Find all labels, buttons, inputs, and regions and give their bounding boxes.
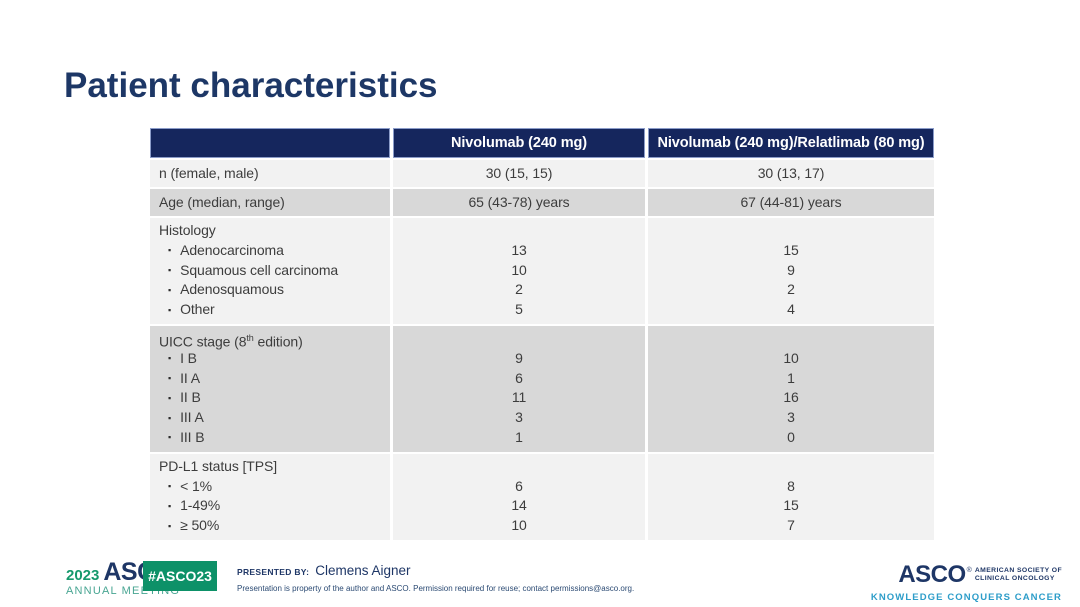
row-value-cell: 67 (44-81) years [648, 189, 934, 216]
row-label: Age (median, range) [159, 194, 285, 210]
asco-logo-text: ASCO [898, 561, 966, 588]
section-sub-label: ▪ III B [168, 428, 205, 445]
patient-characteristics-table: Nivolumab (240 mg) Nivolumab (240 mg)/Rel… [150, 128, 934, 542]
section-value-cell: 10 1 16 3 0 [648, 325, 934, 452]
spacer-line [648, 457, 934, 477]
section-value: 1 [515, 428, 523, 445]
table-header-row: Nivolumab (240 mg) Nivolumab (240 mg)/Rel… [150, 128, 934, 158]
hashtag-badge: #ASCO23 [143, 561, 217, 591]
section-label-cell: UICC stage (8th edition) ▪ I B ▪ II A ▪ II B ▪ I… [150, 325, 390, 452]
table-row: UICC stage (8th edition) ▪ I B ▪ II A ▪ II B ▪ I… [150, 325, 934, 452]
section-value: 3 [515, 409, 523, 426]
section-value: 13 [511, 241, 527, 258]
bullet-icon: ▪ [168, 392, 172, 403]
section-label: PD-L1 status [TPS] [159, 457, 278, 474]
bullet-icon: ▪ [168, 520, 172, 531]
section-label-cell: Histology ▪ Adenocarcinoma ▪ Squamous cell c… [150, 218, 390, 324]
row-label-cell: n (female, male) [150, 160, 390, 187]
section-sub-label: ▪ II B [168, 389, 201, 406]
asco-tagline: KNOWLEDGE CONQUERS CANCER [870, 592, 1062, 603]
spacer-line [393, 221, 645, 241]
section-value: 4 [787, 301, 795, 318]
row-label-cell: Age (median, range) [150, 189, 390, 216]
bullet-icon: ▪ [168, 412, 172, 423]
row-value-cell: 65 (43-78) years [393, 189, 645, 216]
section-value: 11 [511, 389, 527, 406]
presenter-name: Clemens Aigner [315, 563, 411, 578]
section-value: 14 [511, 497, 527, 514]
section-value: 6 [515, 477, 523, 494]
table-row: Histology ▪ Adenocarcinoma ▪ Squamous cell c… [150, 218, 934, 324]
section-label-cell: PD-L1 status [TPS] ▪ < 1% ▪ 1-49% ▪ ≥ 50% [150, 453, 390, 540]
section-sub-label: ▪ I B [168, 349, 197, 366]
bullet-icon: ▪ [168, 245, 172, 256]
asco-society-logo: ASCO ® AMERICAN SOCIETY OF CLINICAL ONCO… [871, 561, 1062, 603]
table-header-empty-cell [150, 128, 390, 158]
section-value: 8 [787, 477, 795, 494]
section-value-cell: 6 14 10 [393, 453, 645, 540]
table-row: PD-L1 status [TPS] ▪ < 1% ▪ 1-49% ▪ ≥ 50% 6 14 10… [150, 453, 934, 540]
row-value-cell: 30 (13, 17) [648, 160, 934, 187]
section-value: 1 [787, 369, 795, 386]
section-value: 2 [787, 281, 795, 298]
bullet-icon: ▪ [168, 353, 172, 364]
section-value: 15 [783, 497, 799, 514]
meeting-year: 2023 [66, 567, 100, 584]
section-sub-label: ▪ III A [168, 409, 204, 426]
section-sub-label: ▪ Adenocarcinoma [168, 241, 284, 258]
bullet-icon: ▪ [168, 265, 172, 276]
section-value: 9 [515, 349, 523, 366]
spacer-line [648, 221, 934, 241]
spacer-line [648, 329, 934, 349]
bullet-icon: ▪ [168, 304, 172, 315]
section-sub-label: ▪ < 1% [168, 477, 212, 494]
section-sub-label: ▪ Adenosquamous [168, 281, 284, 298]
copyright-disclaimer: Presentation is property of the author a… [237, 584, 635, 593]
registered-mark-icon: ® [966, 566, 972, 574]
table-header-column: Nivolumab (240 mg)/Relatlimab (80 mg) [648, 128, 934, 158]
section-value: 2 [515, 281, 523, 298]
section-value: 10 [783, 349, 799, 366]
section-value-cell: 15 9 2 4 [648, 218, 934, 324]
bullet-icon: ▪ [168, 373, 172, 384]
section-sub-label: ▪ Squamous cell carcinoma [168, 261, 339, 278]
section-value-cell: 9 6 11 3 1 [393, 325, 645, 452]
section-value: 7 [787, 517, 795, 534]
page-title: Patient characteristics [64, 66, 438, 105]
table-row: n (female, male) 30 (15, 15) 30 (13, 17) [150, 160, 934, 187]
section-sub-label: ▪ ≥ 50% [168, 517, 220, 534]
society-name: AMERICAN SOCIETY OF CLINICAL ONCOLOGY [974, 566, 1062, 583]
spacer-line [393, 329, 645, 349]
section-value-cell: 8 15 7 [648, 453, 934, 540]
bullet-icon: ▪ [168, 500, 172, 511]
slide-footer: 2023 ASCO® ANNUAL MEETING #ASCO23 PRESEN… [0, 555, 1080, 607]
table-header-column: Nivolumab (240 mg) [393, 128, 645, 158]
section-value: 10 [511, 517, 527, 534]
section-label: Histology [159, 222, 216, 238]
presented-by-block: PRESENTED BY: Clemens Aigner Presentatio… [237, 563, 634, 593]
table-row: Age (median, range) 65 (43-78) years 67 (4… [150, 189, 934, 216]
section-value: 10 [511, 261, 527, 278]
section-label: UICC stage (8th edition) [159, 332, 303, 350]
section-value-cell: 13 10 2 5 [393, 218, 645, 324]
section-value: 0 [787, 428, 795, 445]
section-value: 6 [515, 369, 523, 386]
row-value-cell: 30 (15, 15) [393, 160, 645, 187]
spacer-line [393, 457, 645, 477]
bullet-icon: ▪ [168, 284, 172, 295]
section-value: 9 [787, 261, 795, 278]
section-value: 16 [783, 389, 799, 406]
presented-by-label: PRESENTED BY: [237, 567, 310, 577]
section-sub-label: ▪ 1-49% [168, 497, 221, 514]
section-value: 15 [783, 241, 799, 258]
section-sub-label: ▪ Other [168, 301, 215, 318]
section-value: 5 [515, 301, 523, 318]
bullet-icon: ▪ [168, 481, 172, 492]
section-sub-label: ▪ II A [168, 369, 200, 386]
bullet-icon: ▪ [168, 432, 172, 443]
row-label: n (female, male) [159, 165, 259, 181]
section-value: 3 [787, 409, 795, 426]
